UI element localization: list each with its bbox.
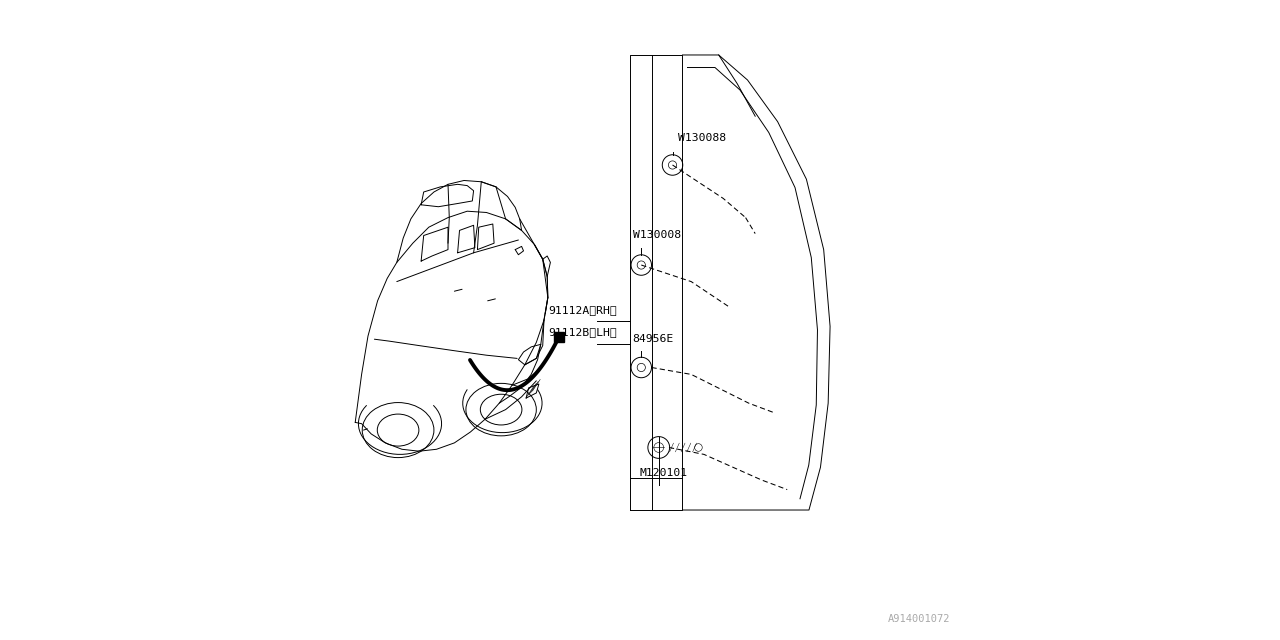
Text: 91112B〈LH〉: 91112B〈LH〉	[549, 328, 617, 337]
Text: 91112A〈RH〉: 91112A〈RH〉	[549, 305, 617, 315]
Text: 84956E: 84956E	[632, 333, 673, 344]
Text: A914001072: A914001072	[888, 614, 950, 624]
Text: W130008: W130008	[632, 230, 681, 240]
Text: M120101: M120101	[640, 467, 689, 477]
Text: W130088: W130088	[677, 132, 726, 143]
